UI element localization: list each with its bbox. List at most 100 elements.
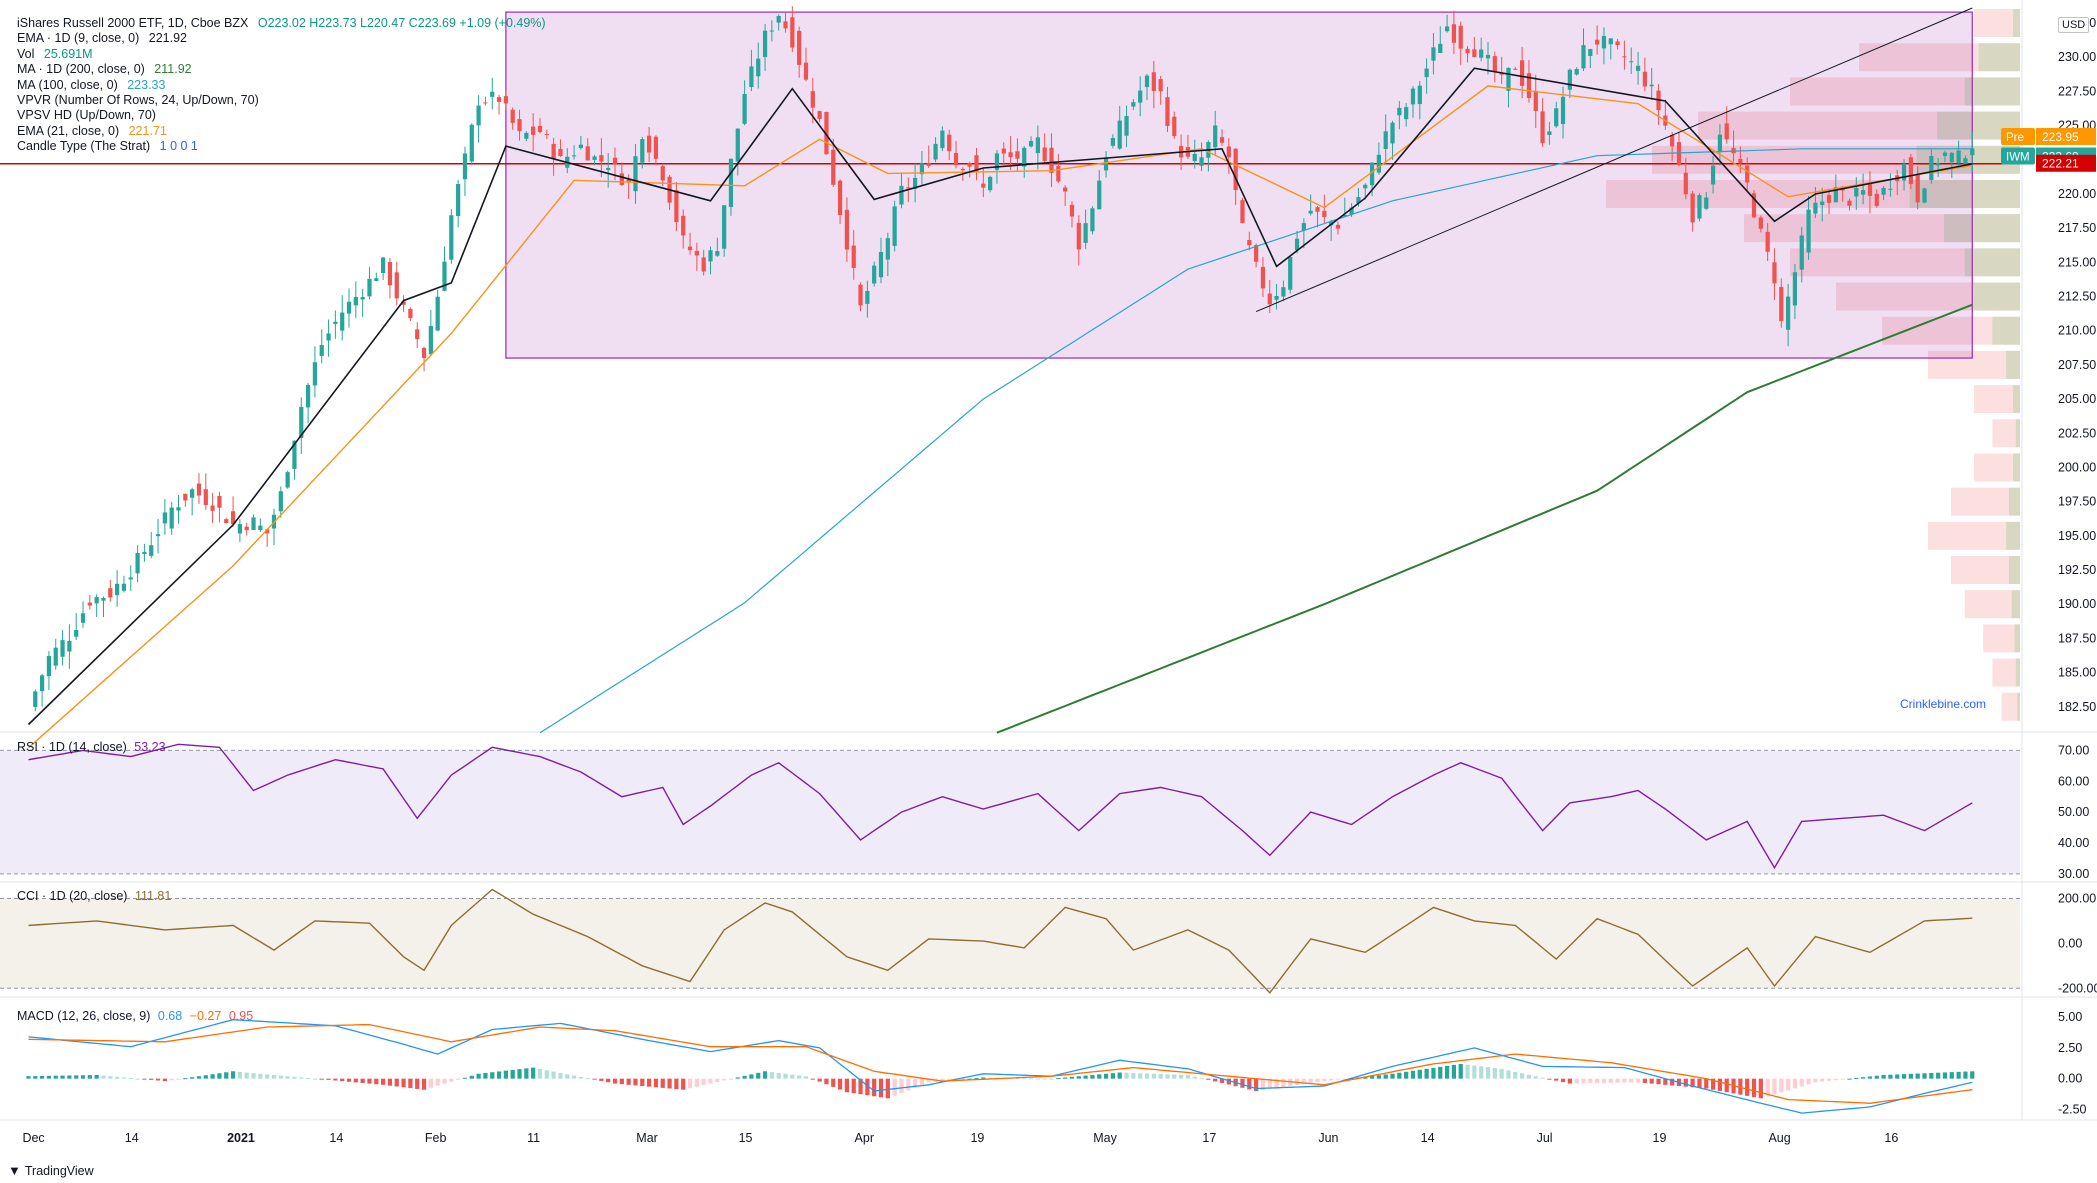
macd-histogram-bar xyxy=(1745,1078,1750,1096)
candle-body xyxy=(872,265,877,284)
candle-body xyxy=(1342,214,1347,217)
macd-histogram-bar xyxy=(960,1078,965,1080)
candle-body xyxy=(1042,147,1047,161)
cci-tick-label: 200.00 xyxy=(2058,891,2096,905)
legend-line-5[interactable]: VPSV HD (Up/Down, 70) xyxy=(17,108,546,123)
macd-histogram-bar xyxy=(278,1075,283,1079)
candle-body xyxy=(517,119,522,132)
macd-histogram-bar xyxy=(1049,1078,1054,1080)
candle-body xyxy=(1854,188,1859,197)
legend-line-6[interactable]: EMA (21, close, 0) 221.71 xyxy=(17,124,546,139)
macd-histogram-bar xyxy=(1151,1073,1156,1079)
legend-symbol[interactable]: iShares Russell 2000 ETF, 1D, Cboe BZX O… xyxy=(17,16,546,31)
legend-line-3[interactable]: MA (100, close, 0) 223.33 xyxy=(17,78,546,93)
macd-histogram-bar xyxy=(203,1075,208,1079)
candle-body xyxy=(1124,115,1129,136)
macd-histogram-bar xyxy=(1799,1078,1804,1087)
candle-body xyxy=(503,96,508,104)
price-tick-label: 195.00 xyxy=(2058,529,2096,543)
macd-histogram-bar xyxy=(790,1074,795,1079)
macd-histogram-bar xyxy=(224,1072,229,1079)
volume-profile-row-down xyxy=(1992,419,2020,448)
candle-body xyxy=(258,525,263,531)
price-tick-label: 182.50 xyxy=(2058,700,2096,714)
candle-body xyxy=(1438,43,1443,53)
volume-profile-row-up xyxy=(2014,624,2020,653)
rsi-band xyxy=(0,750,2020,874)
candle-body xyxy=(115,583,120,596)
candle-body xyxy=(1410,88,1416,105)
candle-body xyxy=(305,384,311,408)
candle-body xyxy=(1417,85,1422,105)
currency-badge[interactable]: USD xyxy=(2058,17,2090,33)
macd-histogram-bar xyxy=(722,1078,727,1081)
macd-histogram-bar xyxy=(633,1078,638,1086)
macd-histogram-bar xyxy=(1601,1078,1607,1083)
candle-body xyxy=(237,524,243,534)
legend-line-1[interactable]: Vol 25.691M xyxy=(17,47,546,62)
rsi-value: 53.23 xyxy=(134,740,166,754)
macd-histogram-bar xyxy=(646,1078,652,1087)
candle-body xyxy=(1751,193,1757,218)
macd-histogram-bar xyxy=(531,1067,536,1079)
legend-line-label: VPSV HD (Up/Down, 70) xyxy=(17,108,156,123)
macd-histogram-bar xyxy=(844,1078,850,1093)
candle-body xyxy=(844,209,850,250)
macd-histogram-bar xyxy=(1342,1078,1347,1080)
macd-histogram-bar xyxy=(1635,1078,1641,1083)
date-tick-label: 11 xyxy=(527,1131,540,1145)
macd-histogram-bar xyxy=(1335,1078,1341,1080)
macd-histogram-bar xyxy=(1901,1074,1907,1079)
candle-body xyxy=(217,495,222,508)
candle-body xyxy=(33,691,38,707)
candle-body xyxy=(1022,147,1027,167)
legend-line-0[interactable]: EMA · 1D (9, close, 0) 221.92 xyxy=(17,31,546,46)
macd-histogram-bar xyxy=(1820,1078,1825,1082)
candle-body xyxy=(1315,207,1320,212)
volume-profile-row-up xyxy=(1964,248,2020,277)
macd-histogram-bar xyxy=(510,1069,515,1079)
ema9-line xyxy=(27,67,1973,726)
macd-histogram-bar xyxy=(483,1072,488,1079)
candle-body xyxy=(149,545,154,556)
macd-histogram-bar xyxy=(926,1078,931,1083)
footer[interactable]: ▼ TradingView xyxy=(8,1163,94,1178)
legend-line-4[interactable]: VPVR (Number Of Rows, 24, Up/Down, 70) xyxy=(17,93,546,108)
candle-body xyxy=(162,512,167,524)
rsi-tick-label: 40.00 xyxy=(2058,836,2089,850)
candle-body xyxy=(374,278,379,281)
macd-histogram-bar xyxy=(592,1078,597,1080)
macd-histogram-bar xyxy=(558,1072,563,1079)
price-tick-label: 210.00 xyxy=(2058,324,2096,338)
macd-histogram-bar xyxy=(1574,1078,1579,1084)
candle-body xyxy=(1397,107,1402,116)
macd-histogram-bar xyxy=(1315,1078,1320,1083)
candle-body xyxy=(1376,154,1382,173)
candle-body xyxy=(585,146,590,161)
volume-profile-row-down xyxy=(1790,248,2020,277)
macd-histogram-bar xyxy=(940,1078,945,1082)
candle-body xyxy=(128,577,133,580)
macd-histogram-bar xyxy=(367,1078,372,1084)
candle-body xyxy=(1861,190,1866,195)
candle-body xyxy=(578,144,584,149)
candle-body xyxy=(1724,123,1729,140)
candle-body xyxy=(701,257,706,272)
candle-body xyxy=(797,30,802,65)
rsi-tick-label: 70.00 xyxy=(2058,743,2089,757)
macd-histogram-bar xyxy=(769,1072,774,1079)
candle-body xyxy=(1826,195,1832,203)
candle-body xyxy=(1970,148,1975,156)
legend-line-2[interactable]: MA · 1D (200, close, 0) 211.92 xyxy=(17,62,546,77)
watermark-text: Crinklebine.com xyxy=(1900,697,1986,711)
macd-histogram-bar xyxy=(1192,1076,1197,1079)
macd-histogram-bar xyxy=(142,1078,147,1080)
level-tag: 222.21 xyxy=(2036,154,2096,172)
candle-body xyxy=(674,190,679,223)
legend-line-value: 223.33 xyxy=(123,77,166,92)
macd-histogram-bar xyxy=(176,1078,181,1080)
macd-histogram-bar xyxy=(1642,1078,1647,1083)
volume-profile-row-up xyxy=(2015,419,2020,448)
legend-line-7[interactable]: Candle Type (The Strat) 1 0 0 1 xyxy=(17,139,546,154)
